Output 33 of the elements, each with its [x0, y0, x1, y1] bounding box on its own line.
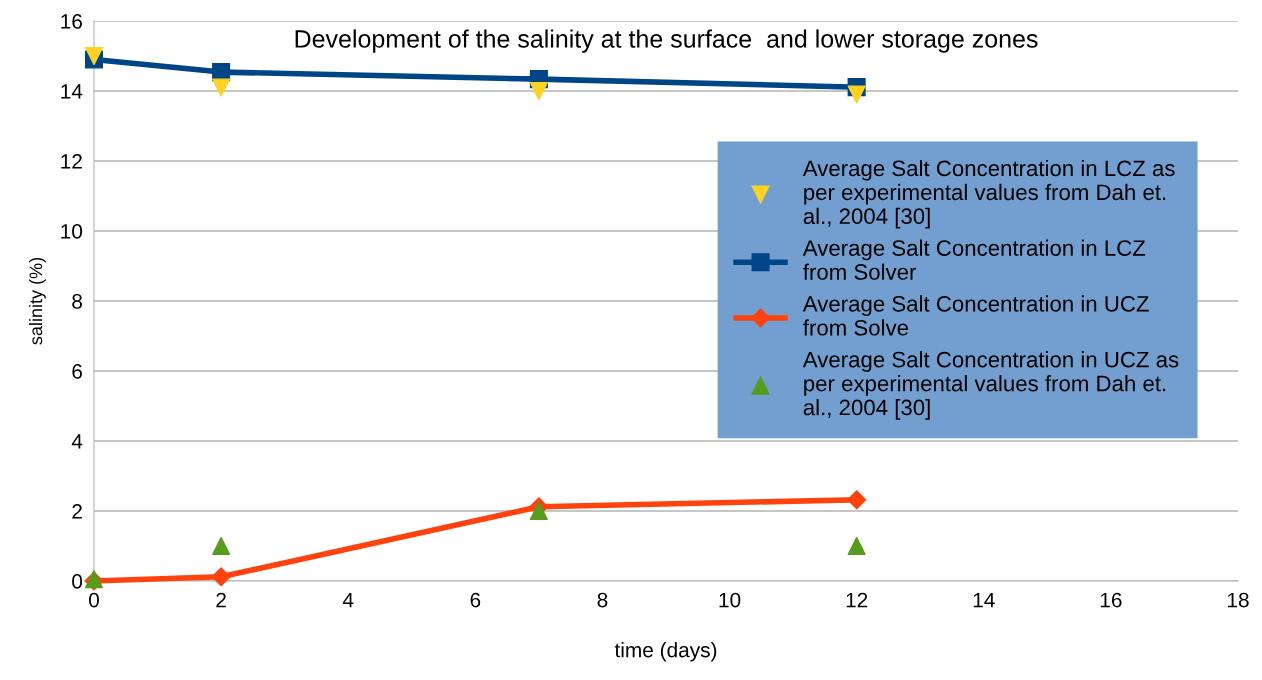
x-tick-label: 6 — [470, 592, 481, 608]
y-tick-label: 4 — [71, 434, 83, 449]
x-tick-label: 0 — [89, 592, 99, 608]
x-tick-label: 4 — [342, 592, 354, 608]
x-tick-label: 10 — [719, 592, 741, 608]
legend-label: Average Salt Concentration in LCZ from Solver — [802, 239, 1146, 280]
x-axis-title: time (days) — [614, 642, 717, 662]
x-tick-label: 14 — [973, 592, 995, 608]
legend-label: Average Salt Concentration in UCZ from Solve — [802, 295, 1149, 336]
y-axis-title: salinity (%) — [29, 257, 46, 345]
y-tick-label: 10 — [61, 224, 83, 239]
y-tick-label: 0 — [72, 574, 83, 589]
x-tick-label: 18 — [1228, 592, 1249, 608]
y-tick-label: 8 — [72, 294, 82, 309]
point — [212, 78, 231, 97]
y-tick-label: 16 — [61, 14, 82, 29]
y-tick-label: 14 — [61, 84, 83, 99]
x-tick-label: 2 — [216, 592, 226, 608]
legend-label: Average Salt Concentration in UCZ as per experimental values from Dah et. al., 2004 [30] — [802, 351, 1179, 420]
x-tick-label: 12 — [846, 592, 868, 608]
y-tick-label: 12 — [61, 154, 82, 169]
chart-title: Development of the salinity at the surface and lower storage zones — [295, 29, 1038, 53]
x-tick-label: 16 — [1100, 592, 1122, 608]
point — [847, 85, 866, 104]
point — [847, 490, 867, 510]
point — [847, 536, 866, 556]
legend-label: Average Salt Concentration in LCZ as per experimental values from Dah et. al., 2004 [30] — [802, 159, 1175, 229]
y-tick-label: 6 — [72, 364, 82, 379]
point — [212, 536, 231, 556]
point — [211, 567, 231, 587]
point — [529, 81, 548, 101]
x-tick-label: 8 — [597, 592, 608, 608]
y-tick-label: 2 — [72, 504, 82, 519]
